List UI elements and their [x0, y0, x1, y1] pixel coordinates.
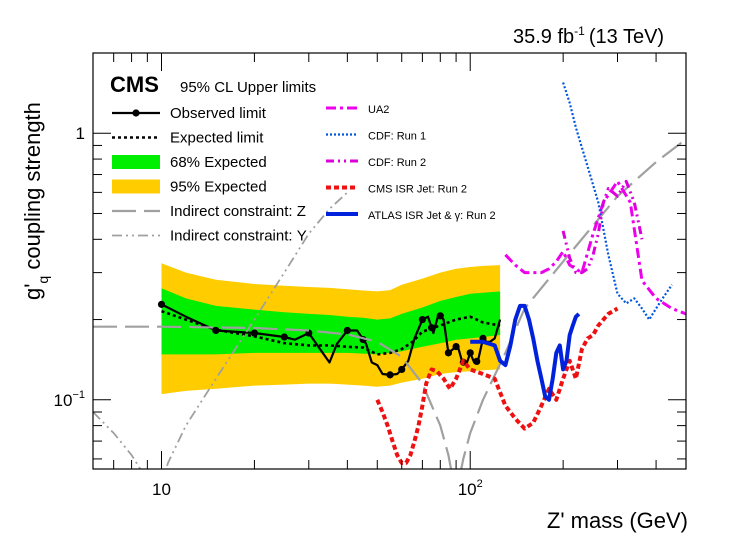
curves-layer	[93, 82, 686, 469]
legend-left: Observed limit Expected limit 68% Expected…	[112, 105, 307, 245]
legend-entry-indirect-constraint-z: Indirect constraint: Z	[112, 203, 306, 220]
legend-entry-observed-limit: Observed limit	[112, 105, 267, 122]
axis-tick-labels: 10 102 1 10−1	[54, 124, 483, 499]
observed-marker	[436, 312, 444, 320]
legend-entry-atlas-isr-jet-run-2: ATLAS ISR Jet & γ: Run 2	[326, 210, 496, 222]
legend-label: Indirect constraint: Z	[170, 203, 306, 220]
legend-label: 95% Expected	[170, 179, 267, 196]
plot-border	[92, 52, 687, 470]
y-tick-label: 10−1	[54, 389, 85, 410]
lumi-label: 35.9 fb-1 (13 TeV)	[513, 24, 664, 48]
observed-marker	[343, 326, 351, 335]
legend-label: CMS ISR Jet: Run 2	[368, 184, 467, 196]
observed-marker	[452, 342, 460, 351]
series-cdf-run-2	[561, 179, 644, 275]
observed-marker	[428, 324, 436, 332]
observed-marker	[398, 365, 406, 374]
series-ua2	[504, 179, 686, 316]
observed-marker	[157, 300, 166, 308]
observed-marker	[418, 315, 426, 324]
legend-entry-expected-limit: Expected limit	[112, 130, 264, 147]
observed-marker	[250, 329, 259, 337]
y-tick-label: 1	[76, 124, 85, 143]
legend-entry-ua2: UA2	[326, 104, 389, 116]
axis-ticks	[92, 52, 687, 469]
series-observed-limit	[161, 303, 502, 376]
legend-label: Expected limit	[170, 130, 264, 147]
experiment-label: CMS	[110, 72, 159, 97]
y-axis-label: g'q coupling strength	[20, 102, 51, 300]
x-tick-label: 10	[152, 480, 171, 499]
legend-entry-cdf-run-2: CDF: Run 2	[326, 157, 426, 169]
plot-frame	[92, 52, 687, 470]
legend-entry-68-expected: 68% Expected	[112, 154, 267, 171]
legend-entry-cdf-run-1: CDF: Run 1	[326, 131, 426, 143]
legend-entry-95-expected: 95% Expected	[112, 179, 267, 196]
legend-marker	[132, 109, 140, 117]
legend-entry-indirect-constraint: Indirect constraint: Υ	[112, 228, 307, 245]
x-tick-label: 102	[458, 478, 483, 499]
series-cms-isr-jet-run-2	[375, 306, 619, 465]
observed-marker	[473, 357, 481, 365]
observed-marker	[386, 371, 394, 379]
observed-marker	[444, 349, 453, 357]
x-axis-label: Z' mass (GeV)	[547, 508, 688, 533]
legend-swatch	[112, 155, 160, 169]
legend-label: CDF: Run 2	[368, 157, 426, 169]
series-indirect-constraint-z	[93, 138, 686, 469]
legend-right: UA2 CDF: Run 1 CDF: Run 2 CMS ISR Jet: Run …	[326, 104, 496, 222]
legend-entry-cms-isr-jet-run-2: CMS ISR Jet: Run 2	[326, 184, 467, 196]
series-cdf-run-1	[562, 82, 673, 321]
subtitle-label: 95% CL Upper limits	[180, 79, 316, 96]
series-atlas-isr-jet-run-2	[470, 303, 581, 402]
legend-swatch	[112, 179, 160, 194]
observed-marker	[212, 326, 220, 335]
series-indirect-constraint	[93, 191, 349, 469]
legend-label: 68% Expected	[170, 154, 267, 171]
legend-label: Indirect constraint: Υ	[170, 228, 307, 245]
observed-marker	[466, 349, 474, 357]
legend-label: CDF: Run 1	[368, 131, 426, 143]
observed-marker	[280, 333, 288, 341]
legend-label: Observed limit	[170, 105, 267, 122]
legend-label: UA2	[368, 104, 389, 116]
legend-label: ATLAS ISR Jet & γ: Run 2	[368, 210, 496, 222]
